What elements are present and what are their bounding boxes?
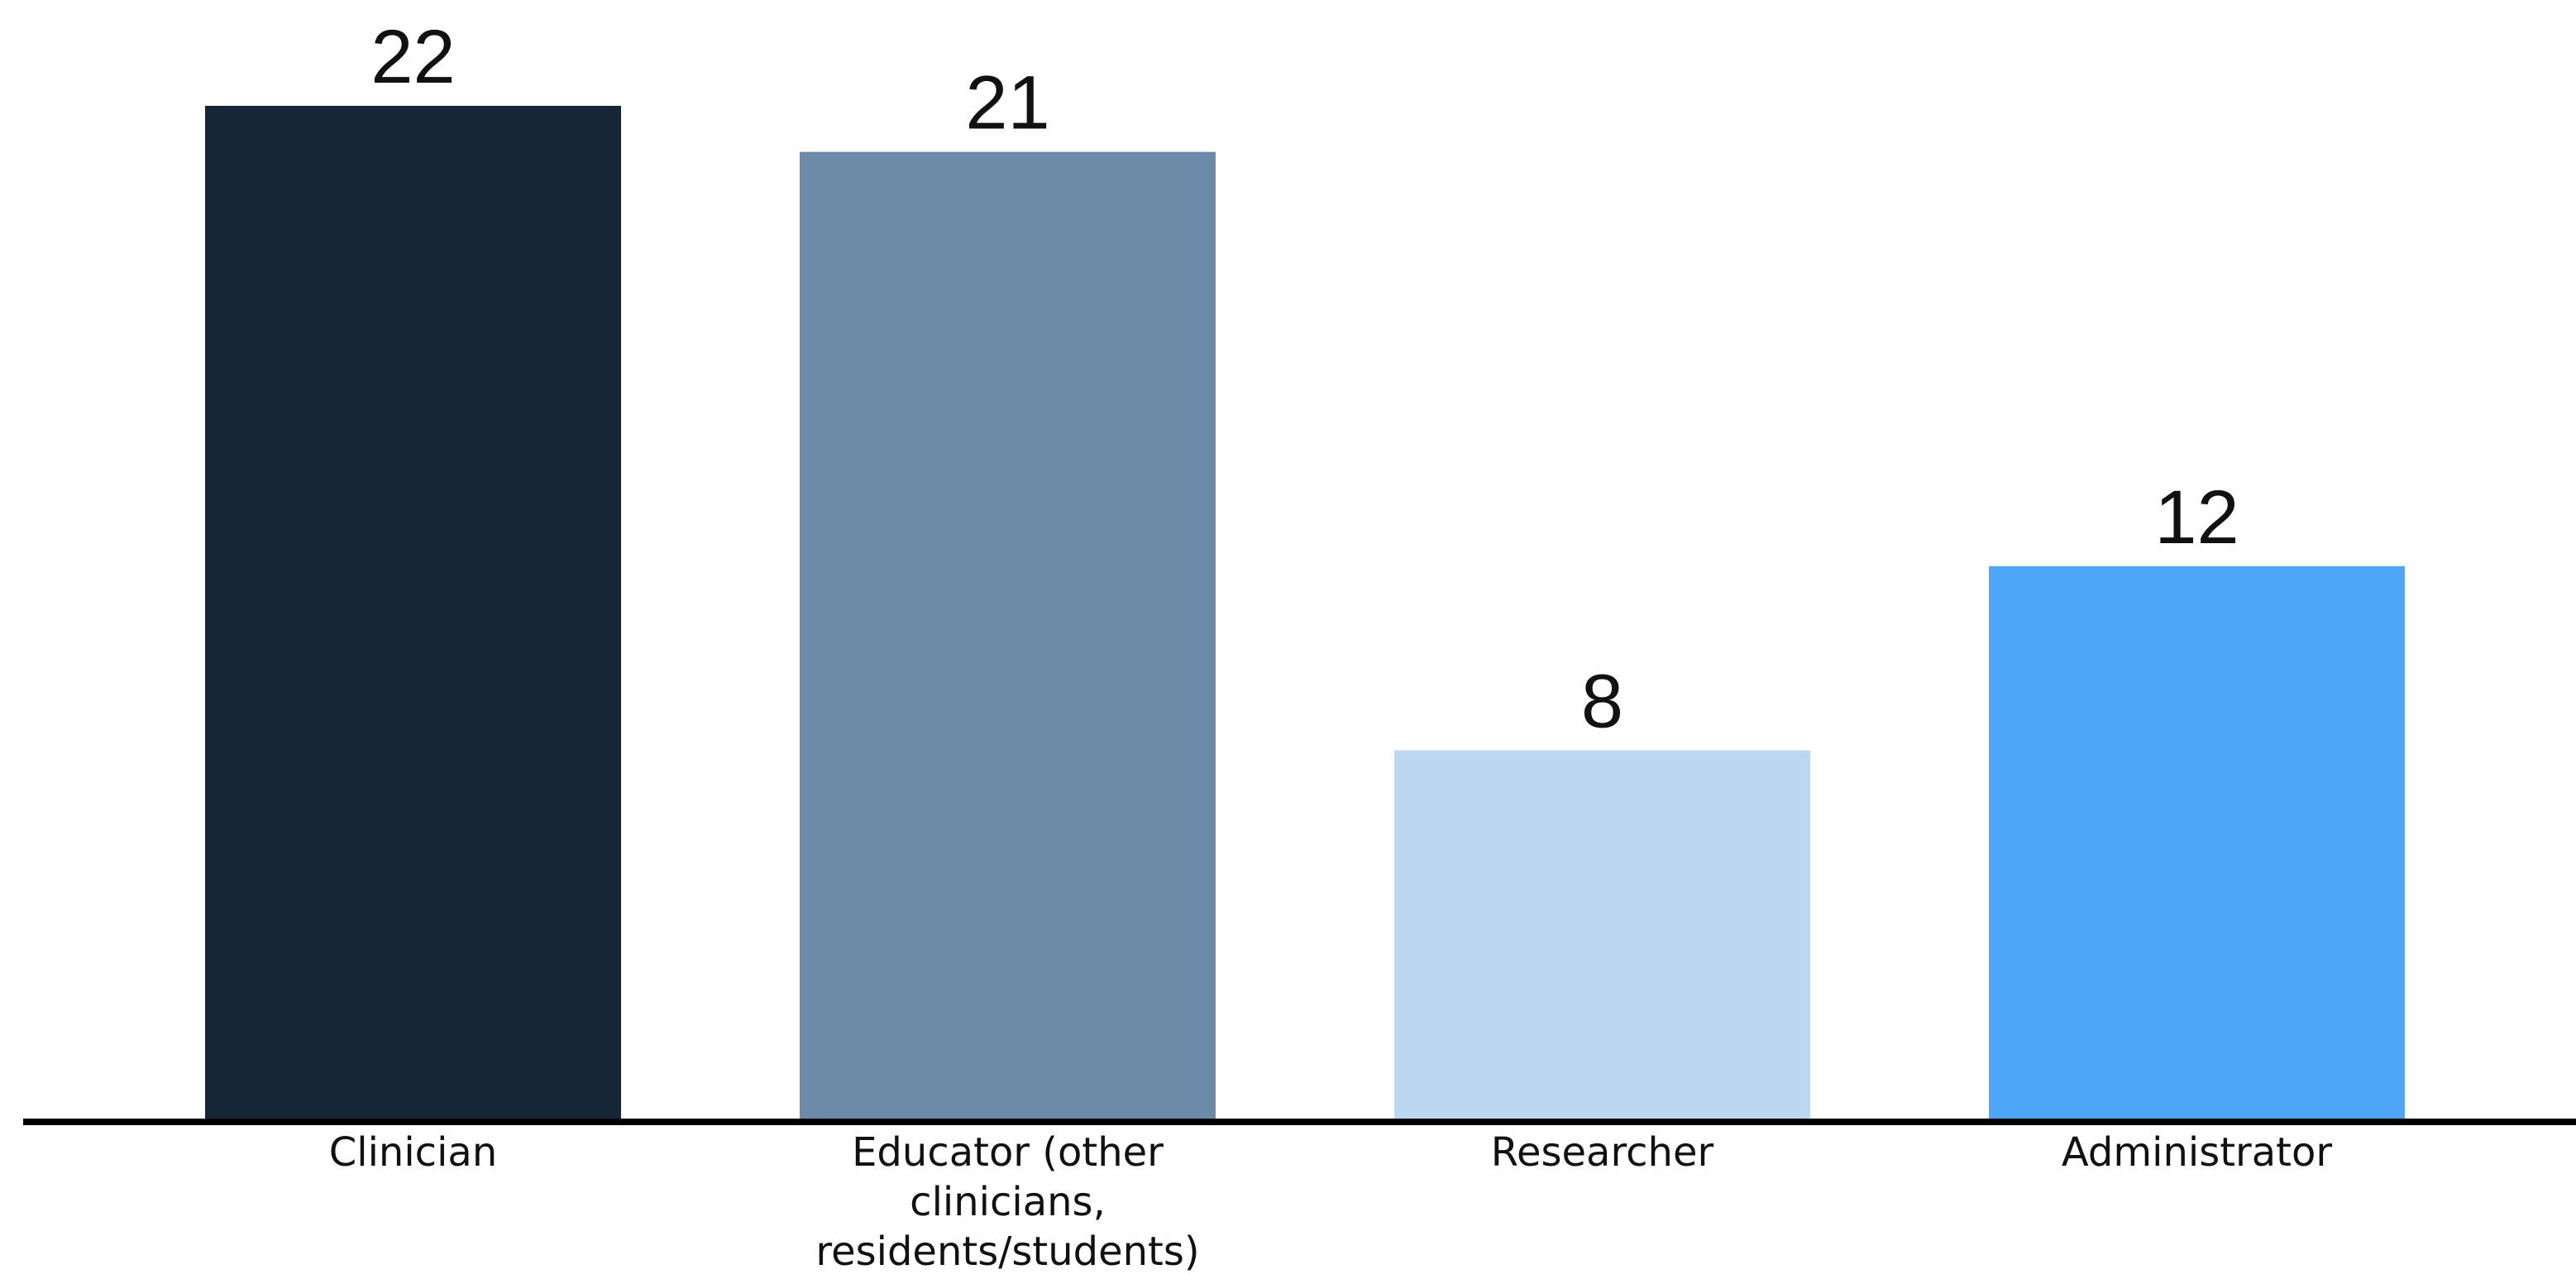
bar-educator-other: [800, 151, 1216, 1119]
value-label-researcher: 8: [1581, 660, 1623, 744]
category-label-administrator: Administrator: [2062, 1129, 2332, 1176]
value-label-administrator: 12: [2154, 475, 2239, 560]
category-label-line: Clinician: [329, 1129, 498, 1176]
category-label-researcher: Researcher: [1491, 1129, 1714, 1176]
category-label-educator-other: Educator (other clinicians, residents/stud…: [815, 1129, 1199, 1274]
value-label-educator-other: 21: [965, 61, 1049, 146]
bar-researcher: [1394, 750, 1810, 1119]
category-label-line: clinicians,: [910, 1179, 1106, 1225]
value-label-clinician: 22: [370, 15, 455, 99]
value-labels-layer: 22 21 8 12: [370, 15, 2239, 744]
category-label-clinician: Clinician: [329, 1129, 498, 1176]
category-label-line: Educator (other: [852, 1129, 1164, 1176]
category-label-line: Researcher: [1491, 1129, 1714, 1176]
bars-layer: [205, 106, 2405, 1119]
bar-administrator: [1989, 565, 2405, 1119]
bar-clinician: [205, 106, 621, 1119]
category-label-line: Administrator: [2062, 1129, 2332, 1176]
category-label-line: residents/students): [815, 1229, 1199, 1274]
category-labels-layer: Clinician Educator (other clinicians, resid…: [329, 1129, 2333, 1274]
